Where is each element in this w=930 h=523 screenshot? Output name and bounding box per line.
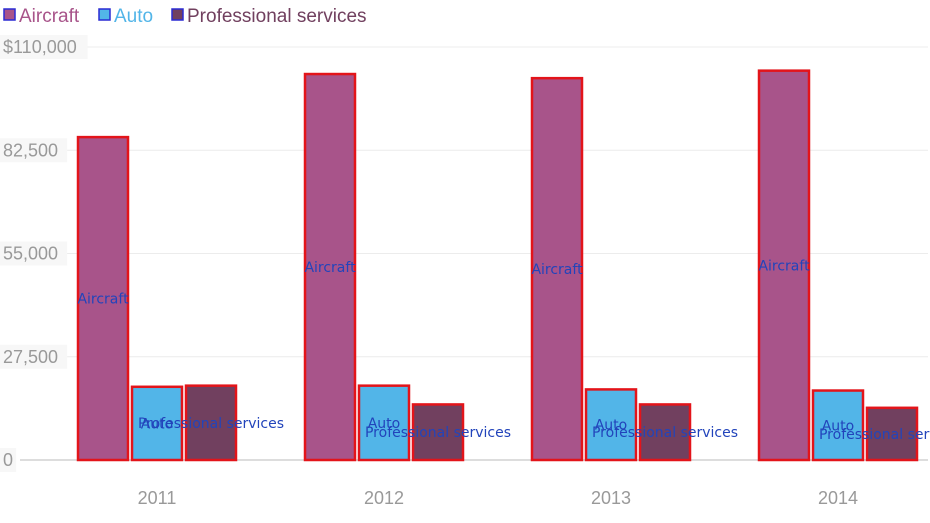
bar-professional-services-2011[interactable] bbox=[184, 384, 238, 462]
legend-swatch bbox=[171, 8, 184, 21]
bar-aircraft-2011[interactable] bbox=[76, 135, 130, 462]
bar-label: Professional services bbox=[592, 425, 738, 441]
legend-label: Aircraft bbox=[19, 6, 80, 27]
bar-auto-2012[interactable] bbox=[357, 384, 411, 462]
bar-label: Auto bbox=[141, 416, 174, 432]
legend-swatch bbox=[98, 8, 111, 21]
legend-item-aircraft[interactable]: Aircraft bbox=[3, 6, 80, 27]
bar-aircraft-2012[interactable] bbox=[303, 72, 357, 462]
bar-label: Auto bbox=[368, 416, 401, 432]
bar-label: Professional services bbox=[138, 416, 284, 432]
x-tick-label: 2011 bbox=[138, 488, 177, 508]
legend-label: Professional services bbox=[187, 6, 367, 27]
y-tick-bg bbox=[0, 448, 17, 472]
x-axis: 2011 2012 2013 2014 bbox=[20, 459, 928, 508]
y-tick-bg bbox=[0, 344, 68, 369]
bar-aircraft-2013[interactable] bbox=[530, 76, 584, 462]
bars bbox=[76, 69, 919, 462]
x-tick-label: 2014 bbox=[818, 488, 858, 508]
bar-professional-services-2014[interactable] bbox=[865, 406, 919, 462]
y-tick-bg bbox=[0, 241, 68, 266]
bar-auto-2014[interactable] bbox=[811, 389, 865, 462]
legend-swatch bbox=[3, 8, 16, 21]
legend-label: Auto bbox=[114, 6, 153, 27]
bar-professional-services-2012[interactable] bbox=[411, 403, 465, 462]
legend: Aircraft Auto Professional services bbox=[3, 6, 367, 27]
y-axis: 0 27,500 55,000 82,500 $110,000 bbox=[0, 35, 88, 472]
bar-auto-2011[interactable] bbox=[130, 385, 184, 462]
bar-label: Aircraft bbox=[77, 292, 129, 308]
y-tick-bg bbox=[0, 138, 68, 163]
bar-label: Professional services bbox=[365, 425, 511, 441]
bar-professional-services-2013[interactable] bbox=[638, 403, 692, 462]
y-tick-label: $110,000 bbox=[3, 37, 77, 57]
bar-auto-2013[interactable] bbox=[584, 388, 638, 462]
bar-label: Aircraft bbox=[304, 260, 356, 276]
y-tick-label: 55,000 bbox=[3, 244, 58, 264]
bar-aircraft-2014[interactable] bbox=[757, 69, 811, 462]
legend-item-professional-services[interactable]: Professional services bbox=[171, 6, 367, 27]
y-tick-label: 27,500 bbox=[3, 347, 58, 367]
x-tick-label: 2012 bbox=[364, 488, 404, 508]
legend-item-auto[interactable]: Auto bbox=[98, 6, 153, 27]
y-tick-label: 82,500 bbox=[3, 140, 58, 160]
bar-label: Professional services bbox=[819, 427, 930, 443]
x-tick-label: 2013 bbox=[591, 488, 631, 508]
bar-label: Auto bbox=[595, 418, 628, 434]
bar-label: Auto bbox=[822, 418, 855, 434]
y-tick-label: 0 bbox=[3, 450, 13, 470]
bar-label: Aircraft bbox=[758, 258, 810, 274]
y-tick-bg bbox=[0, 35, 88, 59]
bar-label: Aircraft bbox=[531, 262, 583, 278]
